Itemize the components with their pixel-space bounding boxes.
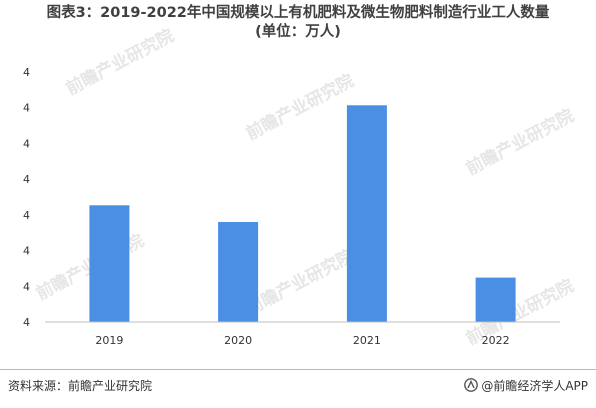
x-axis: 2019 2020 2021 2022 — [95, 334, 509, 347]
x-tick-label: 2022 — [482, 334, 510, 347]
chart-title-line-1: 图表3：2019-2022年中国规模以上有机肥料及微生物肥料制造行业工人数量 — [46, 5, 550, 21]
bar-2021 — [346, 105, 387, 322]
y-axis: 4 4 4 4 4 4 4 4 — [23, 66, 30, 329]
chart-title: 图表3：2019-2022年中国规模以上有机肥料及微生物肥料制造行业工人数量 (… — [0, 4, 596, 42]
bar-2019 — [89, 205, 130, 322]
y-tick-label: 4 — [23, 209, 30, 222]
chart-title-line-2: (单位：万人) — [255, 24, 341, 40]
brand-text: @前瞻经济学人APP — [481, 378, 588, 393]
y-tick-label: 4 — [23, 102, 30, 115]
brand-credit: @前瞻经济学人APP — [464, 375, 588, 395]
y-tick-label: 4 — [23, 137, 30, 150]
x-tick-label: 2021 — [353, 334, 381, 347]
x-tick-label: 2019 — [95, 334, 123, 347]
bar-2022 — [475, 277, 516, 322]
y-tick-label: 4 — [23, 280, 30, 293]
y-tick-label: 4 — [23, 66, 30, 79]
footer-divider — [0, 369, 596, 370]
x-tick-label: 2020 — [224, 334, 252, 347]
bar-2020 — [218, 222, 259, 322]
y-tick-label: 4 — [23, 245, 30, 258]
brand-logo-icon — [464, 378, 479, 392]
y-tick-label: 4 — [23, 173, 30, 186]
y-tick-label: 4 — [23, 316, 30, 329]
bars-group — [89, 105, 516, 322]
source-note: 资料来源：前瞻产业研究院 — [8, 379, 153, 393]
